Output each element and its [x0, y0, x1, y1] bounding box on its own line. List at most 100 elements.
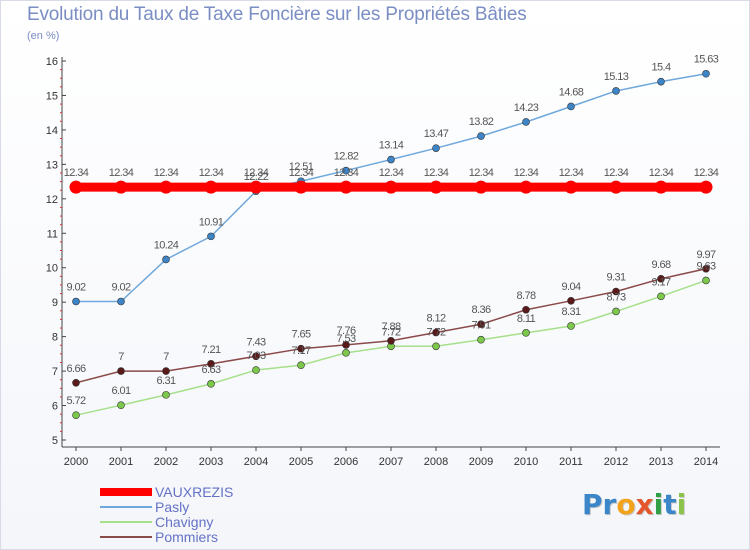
data-label-vauxrezis: 12.34	[649, 167, 674, 179]
data-point-chavigny	[702, 276, 710, 285]
data-point-pasly	[567, 102, 575, 111]
data-point-pasly	[117, 297, 125, 306]
data-point-vauxrezis	[69, 180, 83, 194]
y-tick-label: 14	[46, 125, 58, 137]
data-point-pommiers	[252, 352, 260, 361]
y-tick-label: 9	[52, 297, 58, 309]
data-label-chavigny: 6.01	[111, 385, 130, 397]
logo-part: o	[616, 488, 636, 521]
x-tick-label: 2009	[469, 456, 493, 468]
x-tick-label: 2000	[64, 456, 88, 468]
data-label-vauxrezis: 12.34	[559, 167, 584, 179]
data-point-pasly	[162, 255, 170, 264]
chart-subtitle: (en %)	[27, 30, 60, 42]
proxiti-logo: Proxiti	[582, 488, 686, 521]
x-tick-label: 2012	[604, 456, 628, 468]
y-tick-label: 16	[46, 56, 58, 68]
data-label-chavigny: 9.63	[696, 260, 715, 272]
data-point-pasly	[477, 132, 485, 140]
data-point-chavigny	[432, 342, 440, 351]
data-point-pasly	[207, 232, 215, 241]
data-label-vauxrezis: 12.34	[514, 167, 539, 179]
legend-label-chavigny: Chavigny	[155, 514, 214, 530]
y-tick-label: 15	[46, 90, 58, 102]
data-label-pasly: 14.23	[514, 102, 539, 114]
data-point-pommiers	[522, 305, 530, 314]
data-point-chavigny	[342, 349, 350, 357]
data-label-pommiers: 8.36	[471, 304, 490, 316]
data-label-pommiers: 6.66	[66, 363, 85, 375]
data-point-pommiers	[477, 320, 485, 329]
data-point-pasly	[387, 155, 395, 164]
data-label-vauxrezis: 12.34	[604, 167, 629, 179]
data-point-pommiers	[702, 264, 710, 273]
x-tick-label: 2011	[559, 456, 583, 468]
data-label-vauxrezis: 12.34	[64, 167, 89, 179]
x-tick-label: 2008	[424, 456, 448, 468]
data-label-pasly: 15.13	[604, 71, 629, 83]
legend-label-pommiers: Pommiers	[155, 529, 219, 545]
data-point-vauxrezis	[609, 180, 623, 194]
data-point-chavigny	[117, 401, 125, 410]
data-label-pommiers: 9.97	[696, 249, 715, 261]
data-point-vauxrezis	[384, 180, 398, 194]
logo-part: x	[635, 488, 654, 521]
data-label-pasly: 13.14	[379, 140, 404, 152]
legend-swatch-chavigny	[100, 521, 152, 523]
data-label-pasly: 12.51	[289, 161, 314, 173]
data-point-chavigny	[522, 329, 530, 337]
data-label-pasly: 9.02	[66, 281, 85, 293]
data-point-pommiers	[567, 297, 575, 305]
data-label-pommiers: 7.76	[336, 325, 355, 337]
data-point-pasly	[72, 297, 80, 306]
x-tick-label: 2003	[199, 456, 223, 468]
y-tick-label: 6	[52, 401, 58, 413]
x-tick-label: 2014	[694, 456, 718, 468]
y-tick-label: 11	[47, 228, 58, 240]
y-tick-label: 8	[52, 332, 58, 344]
data-point-chavigny	[477, 335, 485, 344]
data-point-pommiers	[612, 287, 620, 296]
data-point-vauxrezis	[564, 180, 578, 194]
data-label-vauxrezis: 12.34	[334, 167, 359, 179]
x-tick-label: 2002	[154, 456, 178, 468]
x-tick-label: 2013	[649, 456, 673, 468]
x-tick-label: 2010	[514, 456, 538, 468]
logo-part: t	[663, 488, 677, 521]
data-label-vauxrezis: 12.34	[109, 167, 134, 179]
data-label-vauxrezis: 12.34	[289, 167, 314, 179]
legend-label-pasly: Pasly	[155, 499, 190, 515]
y-tick-label: 10	[46, 263, 58, 275]
data-label-pommiers: 7.21	[201, 344, 220, 356]
data-point-pasly	[522, 118, 530, 126]
data-label-vauxrezis: 12.34	[199, 167, 224, 179]
data-point-vauxrezis	[519, 180, 533, 194]
data-label-chavigny: 6.63	[201, 364, 220, 376]
data-point-vauxrezis	[699, 180, 713, 194]
data-point-chavigny	[252, 366, 260, 374]
legend-swatch-pommiers	[100, 536, 152, 538]
x-tick-label: 2001	[109, 456, 133, 468]
data-label-chavigny: 9.17	[651, 276, 670, 288]
data-label-pasly: 12.82	[334, 151, 359, 163]
data-label-vauxrezis: 12.34	[424, 167, 449, 179]
data-label-pasly: 14.68	[559, 86, 584, 98]
legend-label-vauxrezis: VAUXREZIS	[155, 484, 234, 500]
data-point-pommiers	[207, 360, 215, 368]
data-point-pasly	[612, 87, 620, 95]
logo-part: Pr	[582, 488, 617, 521]
x-tick-label: 2004	[244, 456, 268, 468]
data-point-vauxrezis	[204, 180, 218, 194]
data-point-pommiers	[117, 367, 125, 375]
data-label-pommiers: 9.04	[561, 281, 580, 293]
data-point-vauxrezis	[159, 180, 173, 194]
data-label-chavigny: 6.31	[156, 375, 175, 387]
chart-title: Evolution du Taux de Taxe Foncière sur l…	[27, 4, 527, 25]
data-point-chavigny	[72, 411, 80, 419]
data-label-vauxrezis: 12.34	[379, 167, 404, 179]
data-label-pasly: 13.82	[469, 116, 494, 128]
data-label-chavigny: 8.73	[606, 291, 625, 303]
x-tick-label: 2007	[379, 456, 403, 468]
data-label-chavigny: 7.72	[426, 326, 445, 338]
